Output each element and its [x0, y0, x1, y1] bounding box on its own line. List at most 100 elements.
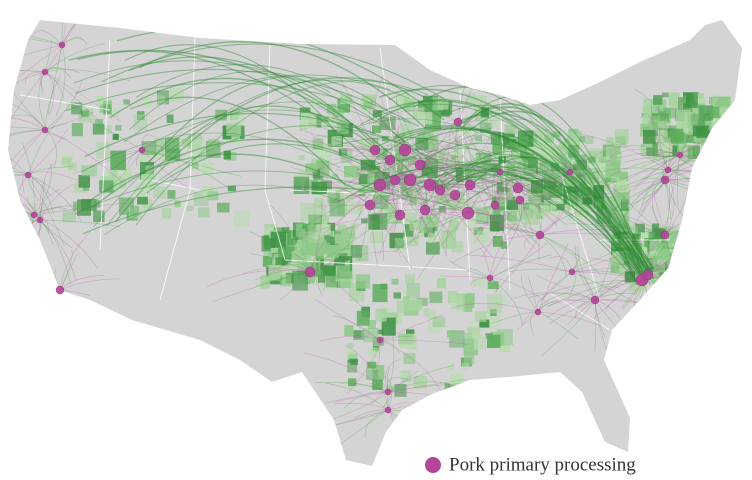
county-patch — [292, 271, 308, 291]
county-patch — [598, 177, 610, 192]
county-patch — [576, 176, 584, 182]
county-patch — [381, 317, 396, 336]
flow-line — [300, 214, 401, 240]
flow-line — [25, 71, 46, 85]
county-patch — [80, 110, 89, 117]
flow-line — [424, 209, 528, 234]
flow-line — [569, 222, 666, 236]
flow-arc — [368, 126, 655, 271]
county-patch — [400, 372, 408, 379]
flow-line — [469, 166, 575, 186]
county-patch — [540, 205, 549, 217]
flow-line — [429, 178, 497, 186]
flow-line — [517, 187, 591, 221]
county-patch — [231, 136, 241, 145]
flow-line — [489, 219, 520, 279]
flow-line — [315, 299, 381, 341]
legend-label: Pork primary processing — [449, 454, 636, 475]
flow-arc — [440, 168, 650, 273]
flow-line — [394, 135, 475, 181]
county-patch — [563, 176, 578, 187]
flow-line — [299, 129, 391, 161]
county-patch — [490, 131, 501, 144]
county-patch — [684, 242, 700, 257]
flow-arc — [74, 170, 413, 215]
flow-arc — [128, 56, 373, 143]
flow-line — [527, 275, 539, 313]
flow-arc — [450, 166, 643, 275]
flow-line — [536, 275, 596, 301]
county-patch — [663, 108, 678, 119]
flow-line — [34, 30, 63, 46]
flow-line — [513, 292, 596, 301]
flow-arc — [138, 41, 427, 130]
county-patch — [541, 186, 552, 201]
flow-line — [8, 96, 46, 131]
processing-plant — [394, 209, 406, 221]
county-patch — [181, 138, 192, 147]
county-patch — [312, 138, 324, 150]
flow-line — [571, 263, 675, 273]
county-patch — [710, 130, 718, 140]
flow-line — [615, 154, 681, 210]
flow-line — [578, 169, 669, 207]
flow-line — [499, 171, 526, 191]
flow-arc — [84, 112, 439, 163]
county-patch — [567, 173, 574, 179]
flow-line — [346, 185, 401, 216]
county-patch — [409, 223, 421, 231]
county-patch — [408, 155, 416, 165]
county-patch — [711, 119, 725, 134]
flow-line — [454, 190, 561, 196]
flow-line — [435, 204, 496, 225]
county-patch — [716, 143, 728, 158]
county-patch — [367, 320, 376, 329]
flow-line — [481, 172, 496, 206]
county-patch — [532, 202, 546, 212]
county-patch — [718, 98, 731, 109]
flow-line — [427, 134, 471, 186]
processing-plant — [41, 68, 49, 76]
county-patch — [337, 224, 346, 232]
flow-arc — [449, 104, 639, 285]
county-patch — [372, 284, 388, 303]
flow-line — [344, 344, 389, 393]
flow-line — [439, 179, 528, 191]
county-patch — [123, 99, 130, 105]
county-patch — [473, 382, 490, 403]
flow-arc — [360, 103, 653, 273]
flow-line — [8, 214, 35, 238]
county-patch — [686, 93, 698, 108]
flow-line — [519, 158, 590, 201]
flow-line — [319, 335, 381, 342]
flow-line — [39, 179, 45, 221]
county-patch — [453, 194, 465, 203]
processing-plant — [36, 216, 44, 224]
flow-arc — [81, 132, 341, 173]
county-patch — [347, 201, 362, 215]
county-patch — [507, 163, 516, 172]
flow-line — [568, 234, 666, 271]
flow-line — [424, 199, 476, 211]
county-patch — [308, 262, 321, 273]
flow-line — [467, 158, 491, 214]
flow-arc — [417, 163, 643, 274]
flow-line — [509, 268, 573, 273]
county-patch — [611, 235, 619, 244]
flow-line — [380, 96, 421, 166]
flow-line — [494, 159, 546, 206]
county-patch — [370, 214, 378, 221]
county-patch — [307, 224, 323, 243]
county-patch — [682, 254, 696, 270]
flow-arc — [407, 167, 647, 283]
county-patch — [311, 97, 325, 109]
flow-line — [539, 234, 567, 276]
county-patch — [300, 112, 317, 129]
flow-line — [27, 128, 69, 176]
county-patch — [681, 272, 698, 288]
flow-line — [394, 179, 429, 220]
county-patch — [314, 197, 324, 209]
county-patch — [362, 183, 378, 196]
flow-line — [530, 171, 571, 188]
flow-line — [537, 243, 569, 313]
